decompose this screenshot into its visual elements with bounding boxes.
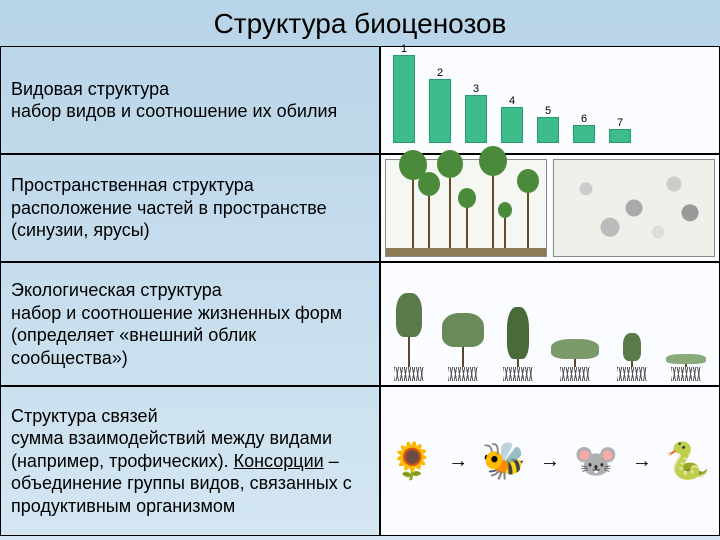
bar-label: 6 bbox=[581, 113, 587, 125]
food-chain: 🌻 → 🐝 → 🐭 → 🐍 bbox=[385, 391, 715, 531]
organism-2: 🐝 bbox=[482, 443, 527, 479]
bar-2: 2 bbox=[429, 67, 451, 143]
organism-1: 🌻 bbox=[390, 443, 435, 479]
bar bbox=[537, 117, 559, 143]
bar bbox=[609, 129, 631, 143]
row-ecological-text: Экологическая структура набор и соотноше… bbox=[0, 262, 380, 386]
bar-1: 1 bbox=[393, 43, 415, 143]
bar-label: 1 bbox=[401, 43, 407, 55]
row-species-desc: набор видов и соотношение их обилия bbox=[11, 100, 369, 123]
bar-label: 4 bbox=[509, 95, 515, 107]
row-ecological-heading: Экологическая структура bbox=[11, 279, 369, 302]
bar bbox=[393, 55, 415, 143]
row-relations-illustration: 🌻 → 🐝 → 🐭 → 🐍 bbox=[380, 386, 720, 536]
row-spatial-text: Пространственная структура расположение … bbox=[0, 154, 380, 262]
bar bbox=[465, 95, 487, 143]
row-species-chart: 1 2 3 4 5 6 7 bbox=[380, 46, 720, 154]
horizontal-mosaic bbox=[553, 159, 715, 257]
plant-form-3 bbox=[503, 307, 533, 381]
arrow-icon: → bbox=[448, 450, 468, 473]
structure-table: Видовая структура набор видов и соотноше… bbox=[0, 46, 720, 536]
row-relations-text: Структура связей сумма взаимодействий ме… bbox=[0, 386, 380, 536]
row-ecological-illustration bbox=[380, 262, 720, 386]
bar-label: 5 bbox=[545, 105, 551, 117]
arrow-icon: → bbox=[632, 450, 652, 473]
organism-4: 🐍 bbox=[665, 443, 710, 479]
row-ecological-desc: набор и соотношение жизненных форм (опре… bbox=[11, 302, 369, 370]
desc-underline: Консорции bbox=[234, 451, 324, 471]
row-species-heading: Видовая структура bbox=[11, 78, 369, 101]
bar bbox=[573, 125, 595, 143]
bar bbox=[429, 79, 451, 143]
bar-7: 7 bbox=[609, 117, 631, 143]
row-spatial-heading: Пространственная структура bbox=[11, 174, 369, 197]
plant-form-5 bbox=[617, 333, 647, 381]
bar-chart: 1234567 bbox=[385, 51, 715, 149]
row-relations-heading: Структура связей bbox=[11, 405, 369, 428]
plant-form-2 bbox=[442, 313, 484, 381]
tree-7 bbox=[517, 169, 539, 248]
tree-4 bbox=[458, 188, 476, 248]
row-spatial-illustration bbox=[380, 154, 720, 262]
plant-form-6 bbox=[666, 354, 706, 381]
bar-label: 3 bbox=[473, 83, 479, 95]
bar bbox=[501, 107, 523, 143]
bar-label: 2 bbox=[437, 67, 443, 79]
bar-5: 5 bbox=[537, 105, 559, 143]
row-relations-desc: сумма взаимодействий между видами (напри… bbox=[11, 427, 369, 517]
bar-4: 4 bbox=[501, 95, 523, 143]
tree-6 bbox=[498, 202, 512, 248]
forest-tiers bbox=[385, 159, 547, 257]
bar-6: 6 bbox=[573, 113, 595, 143]
row-spatial-desc: расположение частей в пространстве (сину… bbox=[11, 197, 369, 242]
plant-forms bbox=[385, 267, 715, 381]
plant-form-1 bbox=[394, 293, 424, 381]
arrow-icon: → bbox=[540, 450, 560, 473]
plant-form-4 bbox=[551, 339, 599, 381]
row-species-text: Видовая структура набор видов и соотноше… bbox=[0, 46, 380, 154]
bar-3: 3 bbox=[465, 83, 487, 143]
ground-layer bbox=[386, 248, 546, 256]
organism-3: 🐭 bbox=[573, 443, 618, 479]
bar-label: 7 bbox=[617, 117, 623, 129]
page-title: Структура биоценозов bbox=[0, 0, 720, 46]
